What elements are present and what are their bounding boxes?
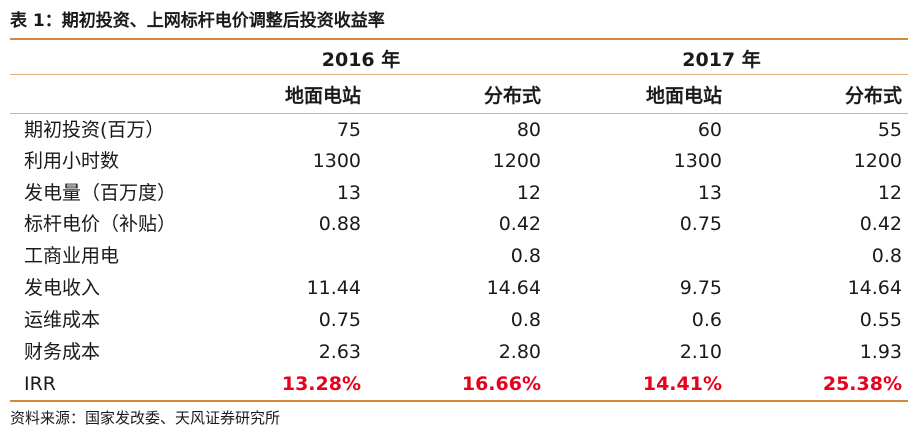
table-cell: 13 — [336, 182, 361, 204]
table-cell: 80 — [516, 119, 541, 141]
table-cell: 12 — [877, 182, 902, 204]
row-label-generation: 发电量（百万度） — [24, 182, 177, 204]
irr-cell: 16.66% — [461, 373, 541, 395]
row-label-benchmark-price: 标杆电价（补贴） — [24, 213, 177, 235]
table-cell: 13 — [697, 182, 722, 204]
table-cell: 0.42 — [498, 213, 541, 235]
subheader-2016-ground: 地面电站 — [284, 85, 361, 107]
table-cell: 0.88 — [318, 213, 361, 235]
table-cell: 1300 — [312, 150, 361, 172]
table-cell: 0.6 — [691, 309, 722, 331]
irr-cell: 25.38% — [822, 373, 902, 395]
table-cell: 1.93 — [859, 341, 902, 363]
table-cell: 14.64 — [486, 277, 541, 299]
row-label-om-cost: 运维成本 — [24, 309, 101, 331]
subheader-2016-distributed: 分布式 — [483, 85, 541, 107]
source-note: 资料来源：国家发改委、天风证券研究所 — [10, 409, 281, 427]
bottom-rule — [10, 400, 908, 402]
subheader-2017-ground: 地面电站 — [645, 85, 722, 107]
table-cell: 12 — [516, 182, 541, 204]
table-cell: 75 — [336, 119, 361, 141]
table-cell: 2.10 — [679, 341, 722, 363]
table-cell: 11.44 — [306, 277, 361, 299]
irr-cell: 14.41% — [642, 373, 722, 395]
table-cell: 0.75 — [679, 213, 722, 235]
table-cell: 0.8 — [871, 245, 902, 267]
year-header-2017: 2017 年 — [682, 49, 761, 71]
table-title: 表 1：期初投资、上网标杆电价调整后投资收益率 — [10, 11, 385, 31]
year-header-2016: 2016 年 — [321, 49, 401, 71]
table-cell: 0.8 — [510, 245, 541, 267]
table-cell: 0.8 — [510, 309, 541, 331]
row-label-initial-investment: 期初投资(百万） — [24, 119, 165, 141]
irr-cell: 13.28% — [281, 373, 361, 395]
row-label-utilization-hours: 利用小时数 — [24, 150, 120, 172]
row-label-generation-revenue: 发电收入 — [24, 277, 101, 299]
table-cell: 9.75 — [679, 277, 722, 299]
table-cell: 2.63 — [318, 341, 361, 363]
table-cell: 14.64 — [847, 277, 902, 299]
row-label-finance-cost: 财务成本 — [24, 341, 101, 363]
table-cell: 0.55 — [859, 309, 902, 331]
table-cell: 2.80 — [498, 341, 541, 363]
table-cell: 1200 — [853, 150, 902, 172]
header-rule — [10, 113, 908, 114]
table-cell: 60 — [697, 119, 722, 141]
year-divider-rule — [10, 74, 908, 75]
table-cell: 55 — [877, 119, 902, 141]
table-cell: 0.75 — [318, 309, 361, 331]
row-label-irr: IRR — [24, 373, 57, 395]
top-rule — [10, 38, 908, 40]
table-cell: 1200 — [492, 150, 541, 172]
table-cell: 0.42 — [859, 213, 902, 235]
row-label-commercial-power: 工商业用电 — [24, 245, 120, 267]
table-cell: 1300 — [673, 150, 722, 172]
subheader-2017-distributed: 分布式 — [844, 85, 902, 107]
